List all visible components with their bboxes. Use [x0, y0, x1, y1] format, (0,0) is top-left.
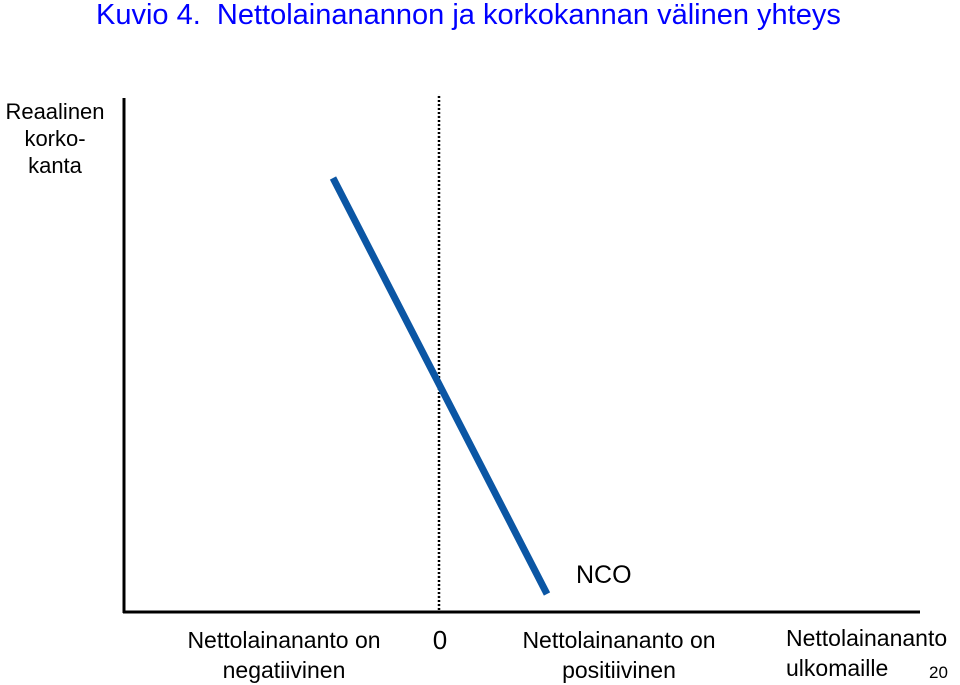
y-axis-label-line-3: kanta [28, 153, 82, 178]
x-label-negative-line-1: Nettolainananto on [187, 627, 381, 653]
y-axis-label: Reaalinen korko- kanta [0, 98, 110, 179]
x-label-negative: Nettolainananto on negatiivinen [168, 625, 400, 685]
x-axis-label-line-1: Nettolainananto [786, 625, 948, 651]
x-axis-label: Nettolainananto ulkomaille [786, 623, 960, 683]
x-label-positive: Nettolainananto on positiivinen [504, 625, 734, 685]
page-number: 20 [929, 663, 948, 682]
x-label-positive-line-2: positiivinen [562, 657, 676, 683]
figure-title-text: Nettolainanannon ja korkokannan välinen … [216, 0, 841, 31]
nco-curve [329, 176, 551, 596]
figure-title: Kuvio 4. Nettolainanannon ja korkokannan… [96, 0, 841, 33]
nco-curve-label: NCO [576, 561, 632, 589]
x-origin-label: 0 [432, 625, 448, 655]
x-axis-label-line-2: ulkomaille [786, 655, 889, 681]
x-label-positive-line-1: Nettolainananto on [522, 627, 716, 653]
y-axis-label-line-1: Reaalinen [5, 99, 105, 124]
x-label-negative-line-2: negatiivinen [222, 657, 346, 683]
figure-title-prefix: Kuvio 4. [96, 0, 201, 31]
y-axis-label-line-2: korko- [24, 126, 86, 151]
